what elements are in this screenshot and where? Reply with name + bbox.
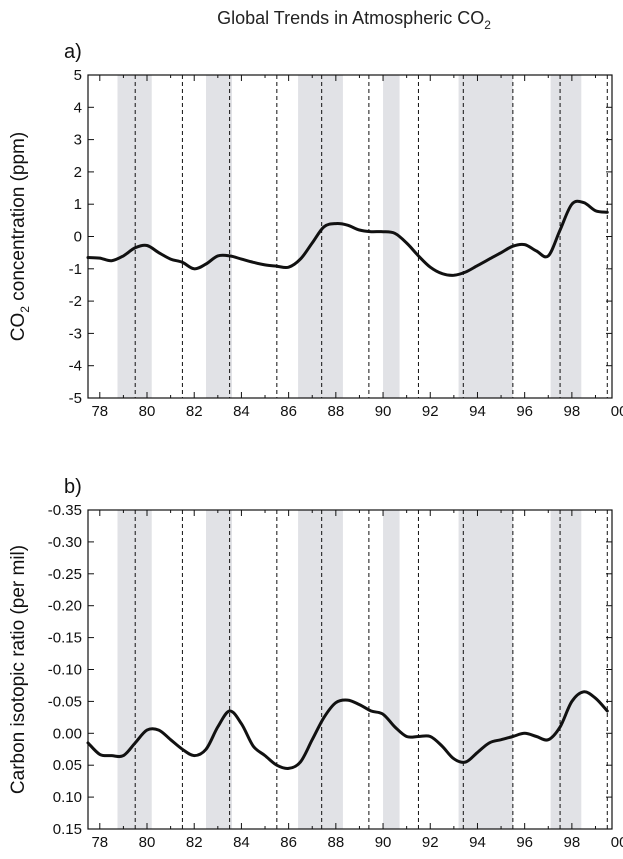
a-ytick-label-0: -5 [69, 390, 82, 407]
b-shaded-span-3 [383, 510, 400, 829]
b-shaded-span-5 [550, 510, 582, 829]
a-xtick-label-5: 88 [327, 403, 344, 420]
a-shaded-span-1 [206, 75, 232, 398]
a-xtick-label-9: 96 [516, 403, 533, 420]
a-ytick-label-1: -4 [69, 358, 82, 375]
b-xtick-label-2: 82 [186, 834, 203, 851]
b-xtick-label-8: 94 [469, 834, 486, 851]
a-ytick-label-3: -2 [69, 293, 82, 310]
a-shaded-span-5 [550, 75, 582, 398]
b-xtick-label-3: 84 [233, 834, 250, 851]
a-plot-frame [87, 74, 613, 399]
a-series-line-0 [86, 199, 609, 277]
a-xtick-label-7: 92 [422, 403, 439, 420]
b-xtick-label-10: 98 [564, 834, 581, 851]
a-shaded-span-4 [458, 75, 513, 398]
a-ytick-label-2: -3 [69, 325, 82, 342]
a-y-axis-label: CO2 concentration (ppm) [8, 132, 32, 341]
b-shaded-span-1 [206, 510, 232, 829]
a-xtick-label-0: 78 [91, 403, 108, 420]
a-ytick-label-6: 1 [74, 196, 82, 213]
a-xtick-label-1: 80 [139, 403, 156, 420]
b-y-axis-label: Carbon isotopic ratio (per mil) [8, 545, 29, 794]
a-xtick-label-8: 94 [469, 403, 486, 420]
b-ytick-label-4: -0.15 [48, 630, 82, 647]
a-xtick-label-2: 82 [186, 403, 203, 420]
a-panel-label: a) [64, 41, 82, 63]
a-ytick-label-5: 0 [74, 229, 82, 246]
a-xtick-label-4: 86 [280, 403, 297, 420]
b-shaded-span-0 [117, 510, 152, 829]
b-shaded-span-4 [458, 510, 513, 829]
a-ytick-label-8: 3 [74, 132, 82, 149]
b-xtick-label-1: 80 [139, 834, 156, 851]
b-ytick-label-1: -0.30 [48, 534, 82, 551]
a-ytick-label-10: 5 [74, 67, 82, 84]
b-ytick-label-3: -0.20 [48, 598, 82, 615]
a-shaded-span-3 [383, 75, 400, 398]
a-ytick-label-4: -1 [69, 261, 82, 278]
b-series-line-0 [86, 690, 609, 770]
b-panel-label: b) [64, 476, 82, 498]
b-xtick-label-4: 86 [280, 834, 297, 851]
a-xtick-label-10: 98 [564, 403, 581, 420]
a-ytick-label-9: 4 [74, 99, 82, 116]
a-ytick-label-7: 2 [74, 164, 82, 181]
b-ytick-label-8: 0.05 [53, 757, 82, 774]
a-xtick-label-11: 00 [611, 403, 623, 420]
b-shaded-span-2 [298, 510, 343, 829]
figure-title: Global Trends in Atmospheric CO2 [217, 8, 491, 32]
a-xtick-label-3: 84 [233, 403, 250, 420]
a-shaded-span-2 [298, 75, 343, 398]
b-ytick-label-10: 0.15 [53, 821, 82, 838]
b-ytick-label-2: -0.25 [48, 566, 82, 583]
b-ytick-label-6: -0.05 [48, 693, 82, 710]
b-ytick-label-5: -0.10 [48, 662, 82, 679]
panel-a-co2-concentration: a) -5 -4 -3 -2 -1 0 1 2 3 4 5 78 80 82 84 86 88 90 92 94 96 98… [8, 41, 623, 420]
b-xtick-label-11: 00 [611, 834, 623, 851]
a-xtick-label-6: 90 [375, 403, 392, 420]
b-ytick-label-9: 0.10 [53, 789, 82, 806]
b-xtick-label-0: 78 [91, 834, 108, 851]
b-xtick-label-7: 92 [422, 834, 439, 851]
b-xtick-label-6: 90 [375, 834, 392, 851]
a-shaded-span-0 [117, 75, 152, 398]
panel-b-carbon-isotopic-ratio: b) -0.35 -0.30 -0.25 -0.20 -0.15 -0.10 -0.05 0.0… [8, 476, 623, 851]
b-xtick-label-5: 88 [327, 834, 344, 851]
b-xtick-label-9: 96 [516, 834, 533, 851]
b-ytick-label-7: 0.00 [53, 725, 82, 742]
b-ytick-label-0: -0.35 [48, 502, 82, 519]
b-plot-frame [87, 509, 613, 830]
